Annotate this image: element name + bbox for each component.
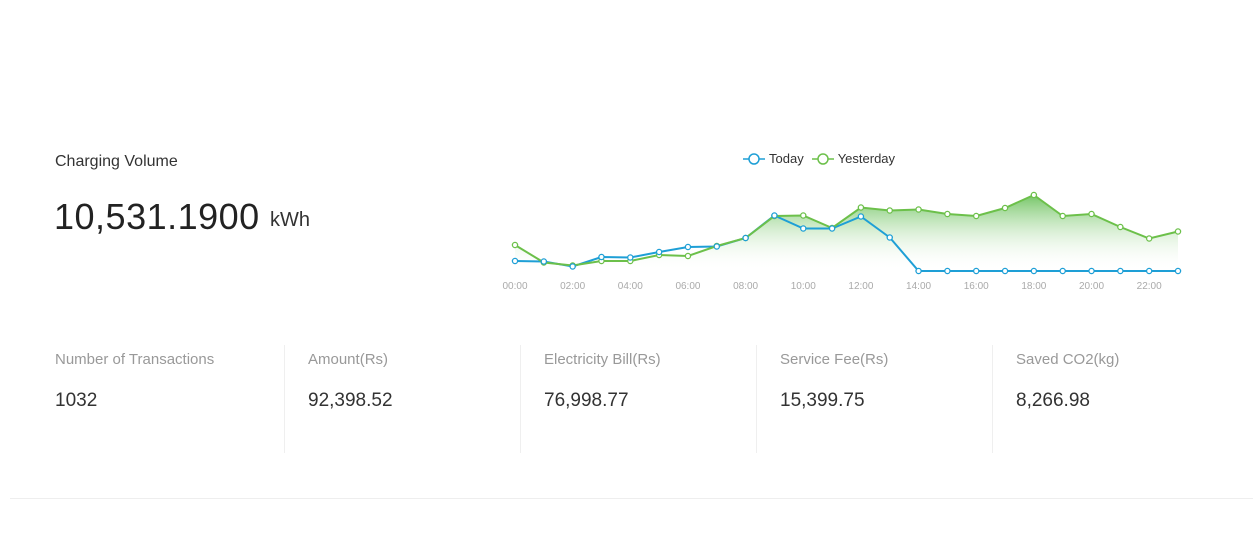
stat-transactions: Number of Transactions 1032	[55, 345, 214, 453]
data-point-today[interactable]	[857, 213, 865, 220]
stat-divider	[284, 345, 285, 453]
x-tick-label: 04:00	[618, 281, 643, 292]
series-line-today	[514, 214, 1178, 272]
data-point-today[interactable]	[598, 253, 605, 261]
legend-today-label: Today	[769, 151, 804, 166]
legend-yesterday[interactable]: Yesterday	[811, 151, 896, 166]
x-tick-label: 18:00	[1021, 281, 1046, 292]
stat-value: 76,998.77	[544, 390, 629, 411]
x-tick-label: 12:00	[848, 281, 873, 292]
data-point-yesterday[interactable]	[1145, 235, 1153, 242]
x-tick-label: 08:00	[733, 281, 758, 292]
x-tick-label: 14:00	[906, 281, 931, 292]
data-point-today[interactable]	[972, 267, 980, 275]
data-point-today[interactable]	[944, 267, 951, 275]
stat-value: 1032	[55, 390, 98, 411]
charging-title: Charging Volume	[55, 153, 178, 170]
data-point-yesterday[interactable]	[972, 212, 980, 220]
x-tick-label: 22:00	[1137, 281, 1162, 292]
legend-today[interactable]: Today	[743, 151, 804, 166]
data-point-today[interactable]	[1174, 267, 1182, 275]
data-point-yesterday[interactable]	[511, 241, 519, 249]
data-point-today[interactable]	[828, 225, 836, 232]
data-point-today[interactable]	[1117, 267, 1124, 275]
data-point-today[interactable]	[1030, 267, 1038, 275]
data-point-yesterday[interactable]	[1030, 191, 1038, 199]
chart-legend: Today Yesterday	[743, 151, 903, 166]
stat-value: 8,266.98	[1016, 390, 1090, 411]
x-tick-label: 02:00	[560, 281, 585, 292]
data-point-today[interactable]	[771, 212, 778, 219]
series-line-yesterday	[514, 193, 1179, 267]
charging-volume-value: 10,531.1900	[54, 196, 260, 237]
data-point-today[interactable]	[1145, 267, 1153, 275]
data-point-today[interactable]	[569, 263, 576, 270]
x-tick-label: 00:00	[502, 281, 527, 292]
area-yesterday	[515, 195, 1178, 271]
data-point-yesterday[interactable]	[915, 206, 922, 213]
data-point-today[interactable]	[915, 267, 922, 275]
stat-label: Service Fee(Rs)	[780, 351, 889, 368]
data-point-today[interactable]	[627, 254, 634, 261]
x-tick-label: 06:00	[675, 281, 700, 292]
data-point-yesterday[interactable]	[1088, 210, 1095, 218]
legend-yesterday-label: Yesterday	[837, 151, 896, 166]
stat-value: 15,399.75	[780, 390, 865, 411]
data-point-yesterday[interactable]	[1117, 223, 1124, 231]
data-point-yesterday[interactable]	[944, 210, 951, 218]
data-point-today[interactable]	[511, 257, 519, 265]
section-divider	[10, 498, 1253, 499]
data-point-today[interactable]	[713, 243, 721, 250]
data-point-yesterday[interactable]	[857, 204, 865, 211]
data-point-today[interactable]	[540, 258, 548, 265]
data-point-yesterday[interactable]	[886, 207, 893, 214]
stat-divider	[992, 345, 993, 453]
stat-divider	[756, 345, 757, 453]
stat-label: Amount(Rs)	[308, 351, 389, 368]
data-point-yesterday[interactable]	[1059, 212, 1066, 220]
data-point-yesterday[interactable]	[1001, 204, 1009, 212]
charging-volume-unit: kWh	[270, 209, 310, 231]
stat-electricity-bill: Electricity Bill(Rs) 76,998.77	[544, 345, 661, 453]
data-point-today[interactable]	[655, 248, 663, 256]
data-point-today[interactable]	[1088, 267, 1095, 275]
stat-amount: Amount(Rs) 92,398.52	[308, 345, 393, 453]
legend-today-marker-icon	[743, 152, 765, 165]
data-point-yesterday[interactable]	[684, 252, 692, 260]
data-point-today[interactable]	[684, 243, 692, 251]
stat-label: Number of Transactions	[55, 351, 215, 368]
data-point-yesterday[interactable]	[800, 212, 807, 219]
x-tick-label: 16:00	[964, 281, 989, 292]
stat-label: Electricity Bill(Rs)	[544, 351, 661, 368]
stat-saved-co2: Saved CO2(kg) 8,266.98	[1016, 345, 1119, 453]
stat-divider	[520, 345, 521, 453]
data-point-today[interactable]	[1059, 267, 1066, 275]
data-point-today[interactable]	[1001, 267, 1009, 275]
data-point-today[interactable]	[742, 234, 749, 242]
stat-label: Saved CO2(kg)	[1016, 351, 1120, 368]
stat-value: 92,398.52	[308, 390, 393, 411]
x-tick-label: 10:00	[791, 281, 816, 292]
data-point-today[interactable]	[800, 225, 807, 232]
stat-service-fee: Service Fee(Rs) 15,399.75	[780, 345, 888, 453]
data-point-today[interactable]	[886, 234, 893, 241]
data-point-yesterday[interactable]	[1174, 228, 1182, 235]
legend-yesterday-marker-icon	[811, 152, 834, 165]
x-tick-label: 20:00	[1079, 281, 1104, 292]
